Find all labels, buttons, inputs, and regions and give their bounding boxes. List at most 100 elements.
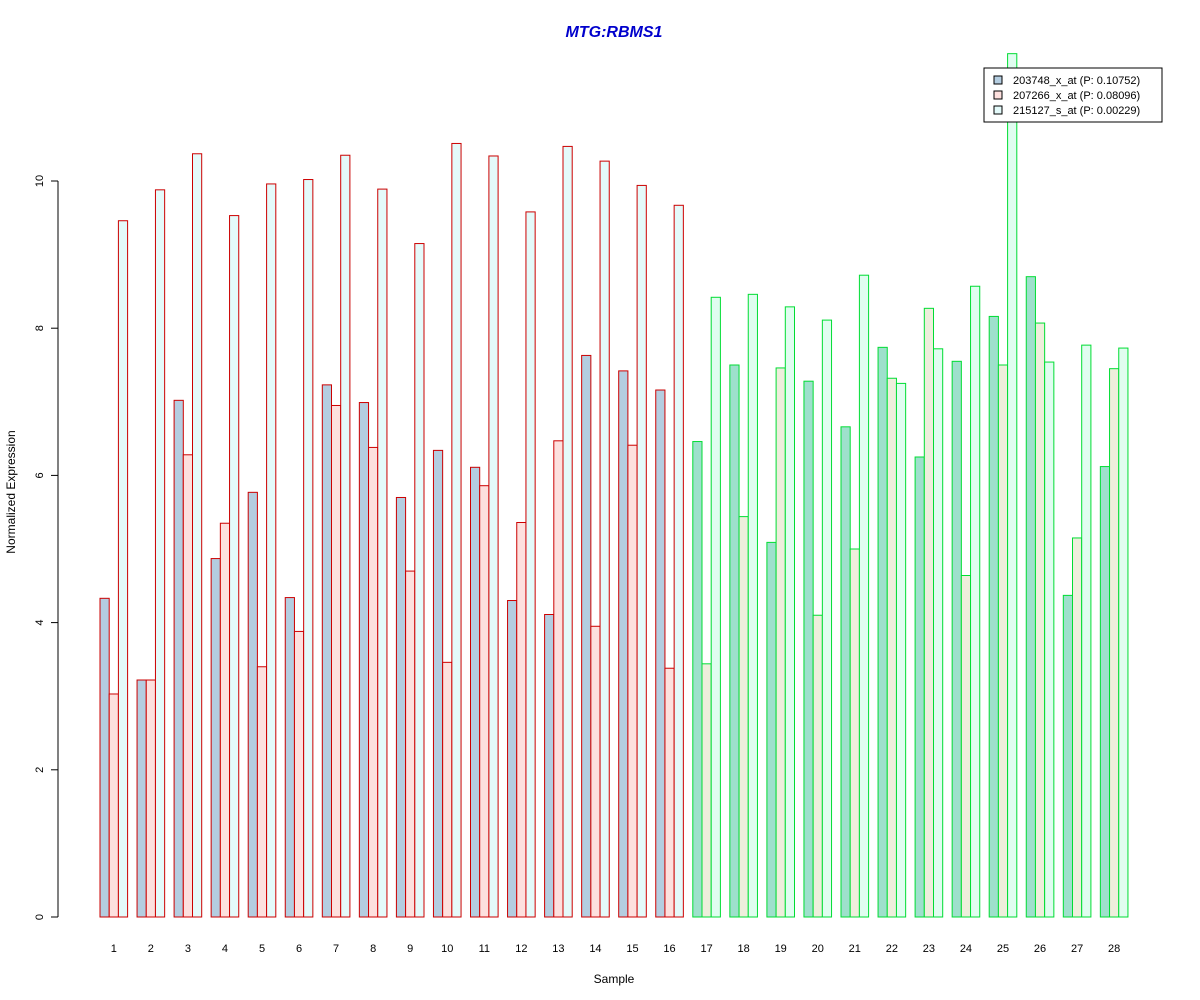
legend-swatch-1 (993, 75, 1003, 85)
bar-sample-28-series-2 (1109, 368, 1120, 918)
x-tick-label: 26 (1034, 943, 1046, 955)
bar-sample-4-series-3 (229, 215, 240, 918)
bar-sample-17-series-2 (701, 663, 712, 918)
bar-sample-15-series-2 (627, 444, 638, 918)
bar-sample-22-series-3 (895, 382, 907, 918)
legend-label-1: 203748_x_at (P: 0.10752) (1013, 75, 1140, 87)
bar-sample-21-series-1 (840, 426, 851, 918)
y-axis: 0 2 4 6 8 10 (34, 175, 59, 920)
legend-box (983, 67, 1163, 123)
x-tick-label: 18 (738, 943, 750, 955)
chart-title: MTG:RBMS1 (566, 24, 663, 41)
x-axis-title: Sample (594, 972, 635, 986)
bar-sample-17-series-1 (692, 441, 703, 918)
bar-sample-11-series-1 (470, 466, 481, 918)
bar-sample-4-series-1 (210, 558, 221, 918)
x-tick-label: 1 (111, 943, 117, 955)
legend-swatch-2 (993, 90, 1003, 100)
x-tick-label: 27 (1071, 943, 1083, 955)
bar-sample-6-series-2 (293, 630, 305, 918)
x-tick-label: 8 (370, 943, 376, 955)
bars (99, 53, 1129, 918)
bar-sample-19-series-1 (766, 541, 777, 918)
bar-sample-23-series-1 (914, 456, 925, 918)
x-tick-label: 21 (849, 943, 861, 955)
bar-sample-18-series-3 (747, 293, 758, 918)
bar-sample-1-series-1 (99, 597, 110, 918)
bar-sample-21-series-2 (849, 548, 860, 918)
bar-sample-14-series-2 (590, 625, 601, 918)
bar-sample-15-series-1 (618, 370, 629, 918)
bar-sample-25-series-1 (988, 315, 999, 918)
x-tick-label: 4 (222, 943, 228, 955)
bar-sample-9-series-3 (414, 243, 425, 918)
bar-sample-28-series-1 (1099, 466, 1111, 918)
bar-sample-10-series-1 (432, 449, 444, 918)
y-tick-label: 2 (34, 767, 46, 773)
bar-sample-4-series-2 (219, 522, 231, 918)
bar-sample-8-series-2 (368, 446, 379, 918)
x-tick-label: 6 (296, 943, 302, 955)
x-tick-label: 22 (886, 943, 898, 955)
x-tick-label: 3 (185, 943, 191, 955)
bar-sample-12-series-2 (516, 522, 527, 918)
bar-sample-14-series-3 (599, 160, 610, 918)
bar-sample-22-series-2 (886, 377, 897, 918)
bar-sample-3-series-2 (182, 454, 194, 918)
bar-sample-16-series-3 (673, 204, 684, 918)
bar-sample-11-series-2 (479, 485, 490, 918)
x-tick-label: 19 (775, 943, 787, 955)
bar-sample-26-series-2 (1034, 322, 1046, 918)
x-tick-label: 5 (259, 943, 265, 955)
bar-sample-28-series-3 (1118, 347, 1129, 918)
bar-sample-27-series-2 (1072, 537, 1083, 918)
x-tick-label: 15 (626, 943, 638, 955)
bar-sample-1-series-2 (108, 693, 119, 918)
bar-sample-6-series-1 (284, 597, 295, 918)
legend: 203748_x_at (P: 0.10752) 207266_x_at (P:… (983, 67, 1163, 123)
bar-sample-5-series-2 (256, 666, 268, 918)
bar-sample-7-series-1 (321, 384, 332, 918)
bar-sample-7-series-3 (340, 154, 351, 918)
x-tick-label: 17 (700, 943, 712, 955)
bar-sample-22-series-1 (877, 346, 888, 918)
bar-sample-23-series-2 (923, 307, 934, 918)
bar-sample-5-series-3 (266, 183, 277, 918)
bar-sample-12-series-3 (525, 211, 536, 918)
legend-label-3: 215127_s_at (P: 0.00229) (1013, 105, 1140, 117)
bar-sample-25-series-2 (997, 364, 1009, 918)
x-tick-label: 10 (441, 943, 453, 955)
bar-sample-9-series-2 (405, 570, 416, 918)
bar-sample-27-series-3 (1081, 344, 1092, 918)
bar-sample-24-series-3 (970, 285, 981, 918)
bar-sample-20-series-1 (803, 380, 814, 918)
bar-sample-2-series-2 (145, 679, 156, 918)
bar-sample-3-series-3 (192, 153, 203, 918)
bar-sample-26-series-3 (1044, 361, 1055, 918)
bar-sample-24-series-2 (960, 575, 972, 918)
x-tick-label: 11 (479, 943, 490, 955)
bar-sample-20-series-2 (812, 614, 823, 918)
y-tick-label: 4 (34, 620, 46, 626)
bar-sample-27-series-1 (1062, 594, 1074, 918)
bar-sample-21-series-3 (858, 274, 870, 918)
bar-sample-6-series-3 (303, 179, 314, 918)
bar-sample-5-series-1 (247, 491, 258, 918)
bar-sample-20-series-3 (821, 319, 833, 918)
x-tick-label: 28 (1108, 943, 1120, 955)
bar-sample-13-series-2 (553, 440, 564, 918)
bar-sample-8-series-1 (358, 402, 370, 918)
bar-sample-18-series-2 (738, 516, 749, 918)
bar-sample-19-series-3 (784, 306, 795, 918)
bar-sample-16-series-1 (655, 389, 666, 918)
bar-sample-10-series-2 (442, 661, 453, 918)
bar-sample-19-series-2 (775, 367, 786, 918)
y-axis-title: Normalized Expression (4, 430, 18, 553)
bar-sample-13-series-1 (544, 614, 555, 918)
bar-sample-23-series-3 (933, 348, 944, 918)
bar-sample-18-series-1 (729, 364, 740, 918)
y-tick-label: 10 (34, 175, 46, 187)
x-tick-label: 9 (407, 943, 413, 955)
bar-sample-10-series-3 (451, 142, 462, 918)
